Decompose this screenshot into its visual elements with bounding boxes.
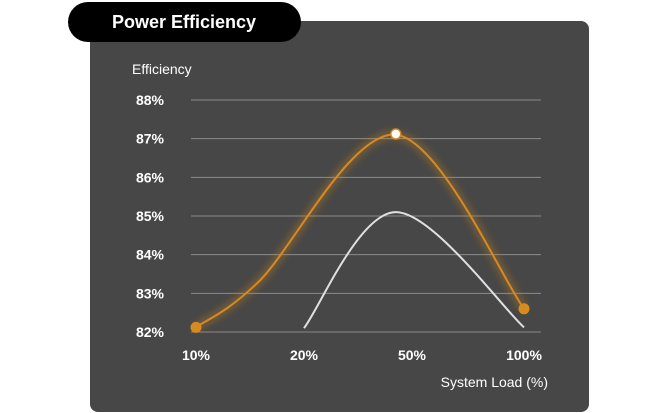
series-white-line xyxy=(303,211,525,329)
series-orange-glow xyxy=(194,131,527,330)
x-tick-label: 100% xyxy=(506,347,542,363)
y-tick-label: 88% xyxy=(136,92,165,108)
y-tick-label: 86% xyxy=(136,169,165,185)
y-tick-label: 83% xyxy=(136,285,165,301)
y-tick-label: 82% xyxy=(136,324,165,340)
data-point xyxy=(190,321,202,333)
y-tick-label: 87% xyxy=(136,131,165,147)
y-tick-label: 84% xyxy=(136,247,165,263)
x-tick-label: 20% xyxy=(290,347,319,363)
y-tick-label: 85% xyxy=(136,208,165,224)
series-orange-line xyxy=(195,133,525,329)
data-point xyxy=(390,128,402,140)
y-axis-label: Efficiency xyxy=(132,61,192,77)
data-point xyxy=(518,303,530,315)
x-tick-label: 50% xyxy=(398,347,427,363)
x-axis-label: System Load (%) xyxy=(441,374,548,390)
chart-title: Power Efficiency xyxy=(68,2,301,42)
x-tick-label: 10% xyxy=(182,347,211,363)
